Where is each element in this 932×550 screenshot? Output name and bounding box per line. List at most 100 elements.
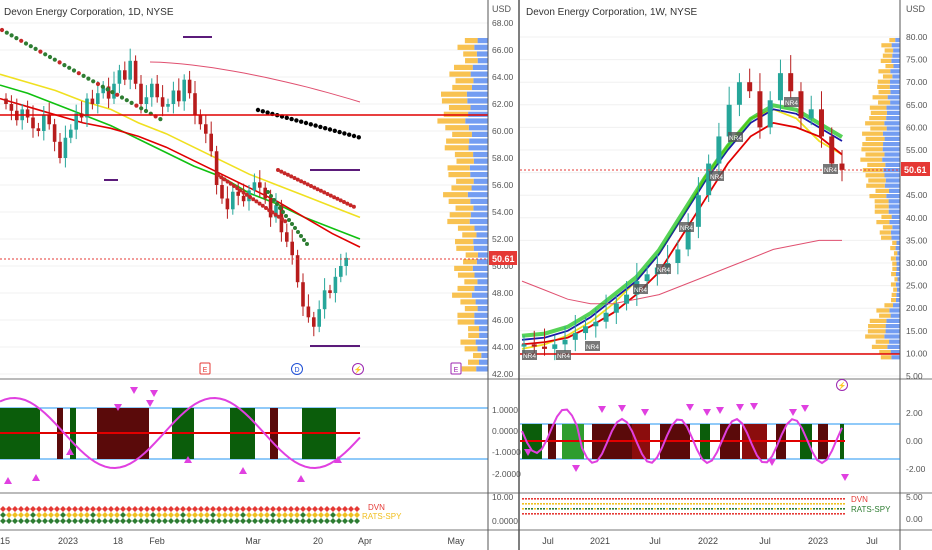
right-osc-tick: -2.00 [906,464,926,474]
left-trail-dot [91,79,96,84]
left-rats-mark [168,518,174,524]
left-trail-dot [115,92,120,97]
right-rats-mark [630,513,632,515]
right-rats-mark [618,503,620,505]
left-rats-mark [270,506,276,512]
left-rats-mark [300,506,306,512]
right-rats-mark [681,503,683,505]
left-rats-mark [336,506,342,512]
right-rats-mark [765,513,767,515]
left-rats-mark [246,506,252,512]
left-trail-dot [278,206,282,210]
right-volume-bar-sell [882,225,893,230]
left-rats-mark [126,506,132,512]
right-rats-mark [831,513,833,515]
right-rats-mark [663,498,665,500]
right-rats-mark [609,508,611,510]
right-event-marker[interactable] [836,379,848,391]
right-rats-mark [540,498,542,500]
right-rats-mark [759,503,761,505]
right-rats-mark [786,498,788,500]
left-candle-body [182,79,186,102]
right-rats-mark [825,498,827,500]
right-nr4-badge [679,222,694,232]
left-volume-bar-buy [470,105,488,111]
left-trail-dot [124,98,129,103]
right-x-tick: Jul [759,536,771,546]
left-candle-body [117,70,122,84]
left-volume-bar-buy [474,285,488,292]
left-volume-bar-buy [470,198,488,204]
right-rats-mark [834,508,836,510]
right-rats-mark [780,508,782,510]
left-stop-dot [347,132,352,137]
right-rats-mark [564,513,566,515]
left-volume-bar-buy [472,64,488,70]
right-rats-mark [732,498,734,500]
right-rats-mark [807,498,809,500]
right-volume-bar-sell [876,308,890,313]
right-rats-mark [537,498,539,500]
left-volume-bar-sell [455,239,474,245]
right-volume-bar-sell [892,240,897,245]
right-rats-mark [804,503,806,505]
right-candle-body [644,274,650,282]
right-volume-bar-buy [885,162,900,167]
right-rats-mark [534,503,536,505]
right-rats-mark [672,508,674,510]
right-volume-bar-buy [890,350,900,355]
right-rats-mark [567,513,569,515]
right-rats-mark [786,503,788,505]
right-rats-mark [726,498,728,500]
left-rats-mark [258,506,264,512]
right-y-tick: 30.00 [906,258,928,268]
right-rats-mark [642,503,644,505]
right-rats-mark [654,498,656,500]
right-rats-mark [615,498,617,500]
left-trail-dot [312,185,317,190]
right-volume-bar-sell [860,157,883,162]
right-volume-bar-sell [878,69,891,74]
left-trail-dot [110,90,115,95]
left-event-marker[interactable] [199,362,211,375]
right-volume-bar-sell [891,292,897,297]
right-rats-label: RATS-SPY [851,505,891,514]
right-rats-mark [621,513,623,515]
right-rats-mark [585,508,587,510]
left-event-marker[interactable] [352,363,364,375]
left-rats-mark [240,512,246,518]
left-candle-body [231,191,235,210]
right-rats-mark [702,503,704,505]
left-volume-bar-buy [476,232,488,238]
right-volume-bar-buy [896,261,900,266]
left-trail-dot [86,76,91,81]
left-trail-dot [57,60,62,65]
right-rats-mark [609,498,611,500]
right-rats-mark [576,498,578,500]
right-rats-mark [603,498,605,500]
left-event-marker[interactable] [450,362,462,375]
right-rats-mark [558,498,560,500]
left-trail-dot [290,222,294,226]
left-event-marker[interactable] [291,363,303,375]
right-rats-mark [771,498,773,500]
right-rats-mark [678,503,680,505]
left-candle-body [106,86,111,99]
left-rats-mark [60,506,66,512]
left-candle-body [236,191,240,196]
right-rats-mark [714,498,716,500]
left-rats-mark [228,506,234,512]
right-rats-mark [696,503,698,505]
right-rats-mark [549,508,551,510]
right-volume-bar-buy [892,225,900,230]
right-rats-mark [570,503,572,505]
left-rats-mark [210,506,216,512]
left-trail-dot [276,168,280,172]
right-rats-mark [699,513,701,515]
right-y-tick: 35.00 [906,235,928,245]
right-rats-mark [801,508,803,510]
left-rats-mark [36,518,42,524]
right-osc-down-arrow [841,474,849,481]
right-volume-bar-sell [885,64,894,69]
right-rats-mark [705,503,707,505]
